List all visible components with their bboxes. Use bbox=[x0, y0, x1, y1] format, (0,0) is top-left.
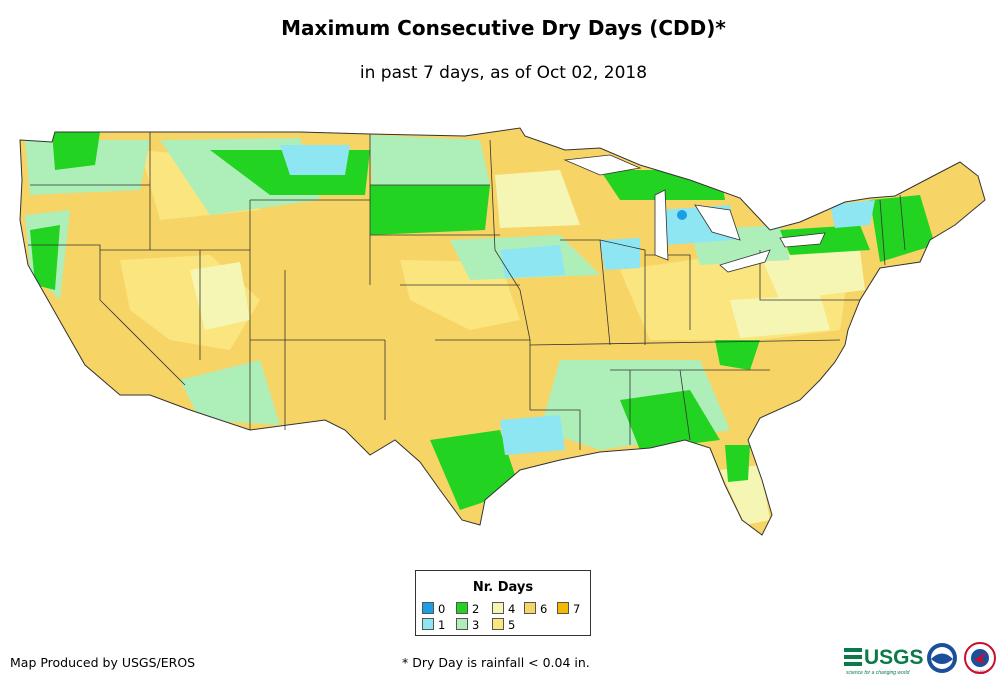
map-subtitle: in past 7 days, as of Oct 02, 2018 bbox=[359, 63, 648, 83]
region-2-florida bbox=[725, 445, 750, 482]
legend-swatch-7 bbox=[557, 602, 569, 614]
region-2-northwest bbox=[52, 132, 100, 170]
region-1-illinois bbox=[600, 238, 640, 270]
great-lakes bbox=[563, 154, 826, 273]
legend-label-0: 0 bbox=[438, 602, 446, 616]
region-1-louisiana bbox=[500, 415, 565, 455]
legend-swatch-5 bbox=[492, 618, 504, 630]
legend-label-2: 2 bbox=[472, 602, 480, 616]
region-1-vermont bbox=[830, 200, 875, 228]
legend-item-7: 7 bbox=[557, 602, 580, 615]
region-2-georgia bbox=[620, 390, 720, 450]
region-2-dakotas bbox=[370, 185, 490, 235]
legend-swatch-4 bbox=[492, 602, 504, 614]
legend-swatch-0 bbox=[422, 602, 434, 614]
usgs-tagline: science for a changing world bbox=[846, 670, 910, 676]
region-2-california bbox=[30, 225, 60, 290]
region-3-north-dakota bbox=[370, 135, 490, 190]
nws-logo-text: NWS bbox=[975, 670, 985, 675]
legend-item-4: 4 bbox=[492, 602, 515, 615]
legend-item-2: 2 bbox=[456, 602, 479, 615]
region-1-iowa bbox=[500, 245, 565, 278]
region-4-utah bbox=[190, 262, 250, 330]
legend-swatch-6 bbox=[524, 602, 536, 614]
legend: Nr. Days 0 1 2 3 4 5 6 7 bbox=[415, 570, 591, 636]
noaa-logo: NOAA bbox=[927, 643, 957, 673]
us-dry-days-map bbox=[19, 127, 986, 536]
nws-logo: NWS bbox=[964, 642, 996, 675]
map-title: Maximum Consecutive Dry Days (CDD)* bbox=[281, 16, 726, 40]
legend-label-1: 1 bbox=[438, 618, 446, 632]
state-boundaries bbox=[28, 132, 906, 450]
legend-label-7: 7 bbox=[573, 602, 581, 616]
region-2-new-england bbox=[870, 195, 935, 262]
region-3-arizona bbox=[180, 360, 280, 425]
region-2-upstate bbox=[780, 225, 870, 255]
legend-label-3: 3 bbox=[472, 618, 480, 632]
legend-item-6: 6 bbox=[524, 602, 547, 615]
legend-label-6: 6 bbox=[540, 602, 548, 616]
legend-item-0: 0 bbox=[422, 602, 445, 615]
dry-day-footnote: * Dry Day is rainfall < 0.04 in. bbox=[402, 655, 590, 670]
legend-swatch-1 bbox=[422, 618, 434, 630]
map-credit: Map Produced by USGS/EROS bbox=[10, 655, 196, 670]
region-1-montana bbox=[280, 145, 350, 175]
legend-swatch-3 bbox=[456, 618, 468, 630]
region-2-carolina bbox=[715, 340, 760, 370]
usgs-logo: USGS science for a changing world bbox=[844, 646, 924, 676]
legend-label-4: 4 bbox=[508, 602, 516, 616]
legend-item-3: 3 bbox=[456, 618, 479, 631]
noaa-logo-text: NOAA bbox=[936, 648, 948, 653]
legend-swatch-2 bbox=[456, 602, 468, 614]
region-4-ny bbox=[760, 250, 865, 300]
us-outline bbox=[19, 127, 986, 536]
legend-label-5: 5 bbox=[508, 618, 516, 632]
usgs-logo-text: USGS bbox=[864, 646, 924, 669]
legend-item-1: 1 bbox=[422, 618, 445, 631]
legend-item-5: 5 bbox=[492, 618, 515, 631]
legend-title: Nr. Days bbox=[472, 580, 534, 595]
agency-logos: USGS science for a changing world NOAA N… bbox=[844, 642, 996, 676]
region-0-michigan bbox=[677, 210, 687, 220]
region-4-wi bbox=[495, 170, 580, 228]
region-4-va bbox=[730, 295, 830, 338]
